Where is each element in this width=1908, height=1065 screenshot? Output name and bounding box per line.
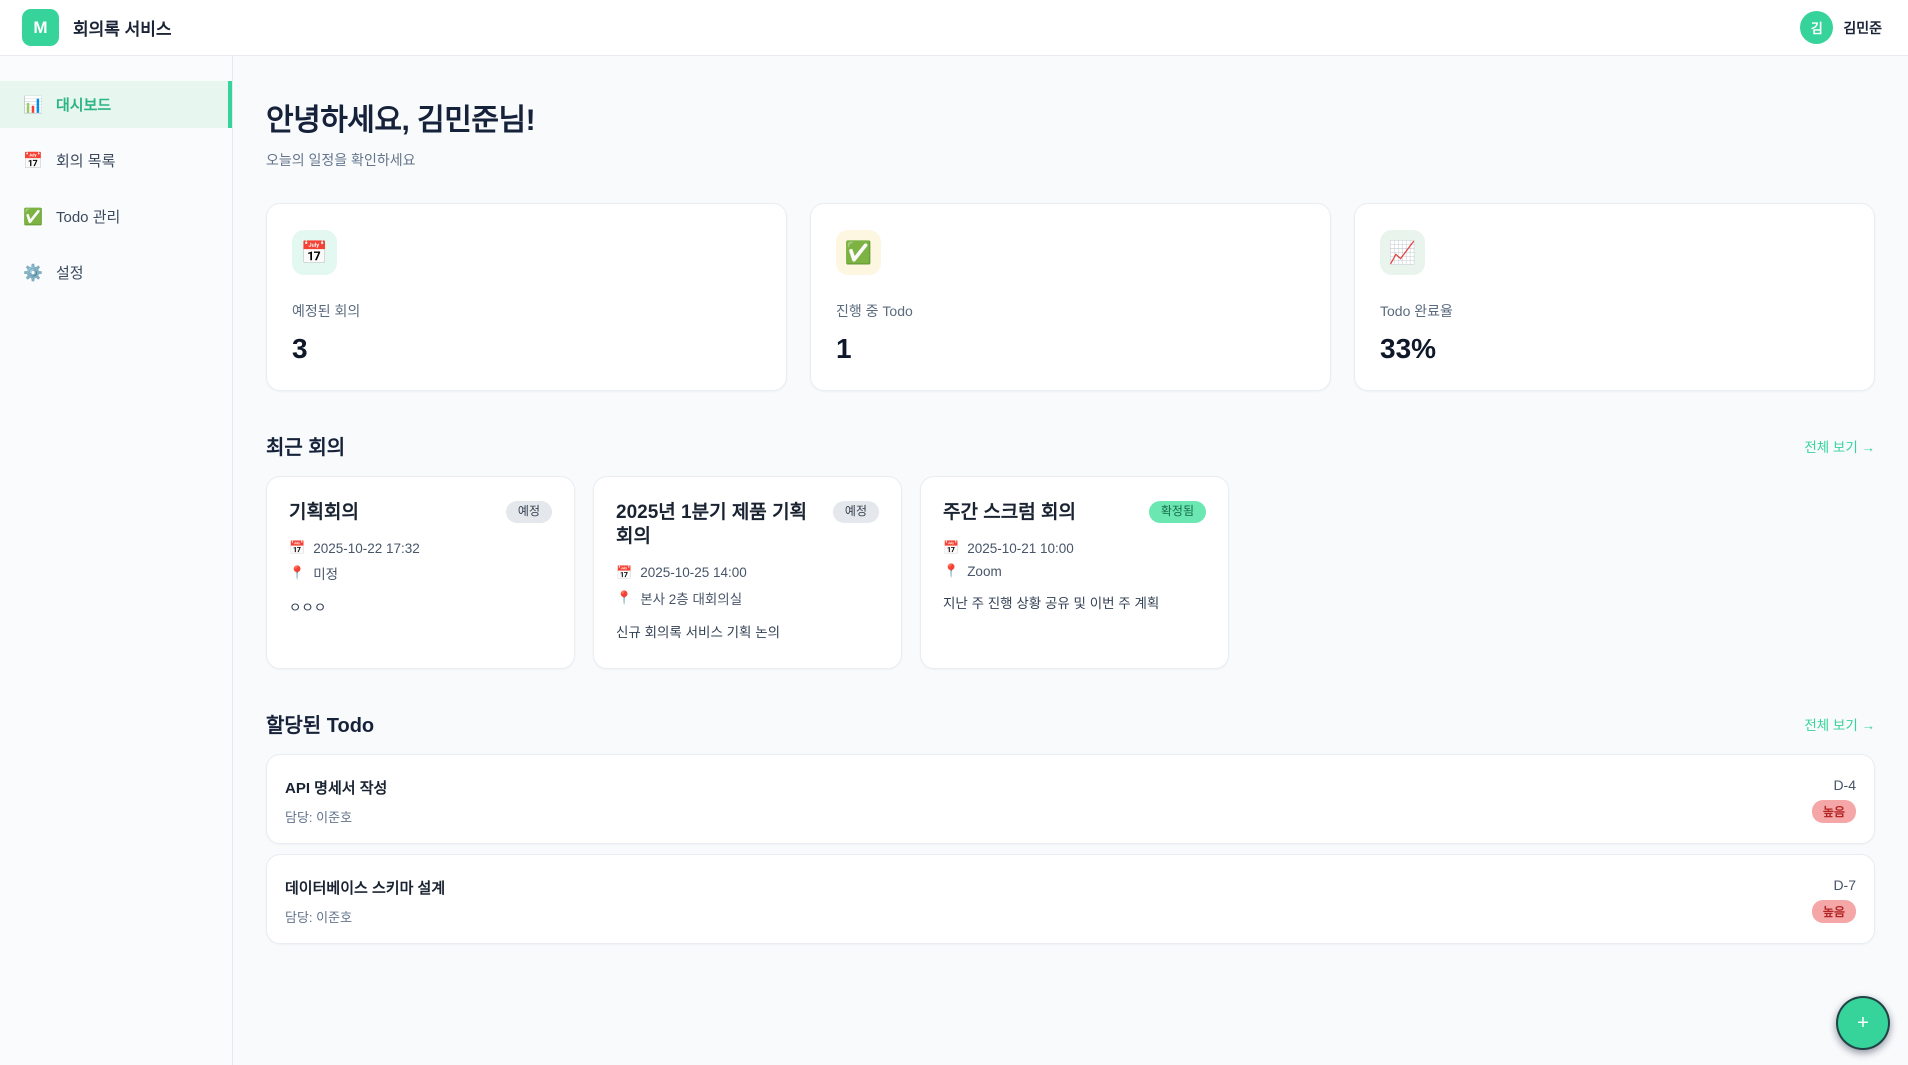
meeting-card[interactable]: 기획회의 예정 📅 2025-10-22 17:32 📍 미정 ㅇㅇㅇ <box>266 476 575 669</box>
stat-label: Todo 완료율 <box>1380 303 1453 319</box>
calendar-icon: 📅 <box>292 230 337 275</box>
section-title: 할당된 Todo <box>266 715 375 737</box>
view-all-meetings-link[interactable]: 전체 보기 → <box>1804 439 1875 455</box>
todo-list: API 명세서 작성 담당: 이준호 D-4 높음 데이터베이스 스키마 설계 … <box>266 754 1875 944</box>
brand: M 회의록 서비스 <box>22 9 172 46</box>
stat-card-scheduled-meetings: 📅 예정된 회의 3 <box>266 203 787 391</box>
todo-dday: D-7 <box>1833 877 1856 893</box>
meeting-date: 2025-10-21 10:00 <box>967 540 1074 556</box>
meeting-location: 본사 2층 대회의실 <box>640 591 743 607</box>
todo-status: D-7 높음 <box>1811 877 1856 925</box>
top-bar: M 회의록 서비스 김 김민준 <box>0 0 1908 56</box>
meeting-card[interactable]: 주간 스크럼 회의 확정됨 📅 2025-10-21 10:00 📍 Zoom … <box>920 476 1229 669</box>
stat-value: 3 <box>292 333 308 364</box>
user-menu[interactable]: 김 김민준 <box>1800 11 1886 44</box>
meeting-meta: 📅 2025-10-25 14:00 📍 본사 2층 대회의실 <box>616 565 879 608</box>
meeting-date: 2025-10-25 14:00 <box>640 565 747 581</box>
meeting-title: 주간 스크럼 회의 <box>943 502 1076 523</box>
meeting-date: 2025-10-22 17:32 <box>313 540 420 556</box>
meeting-card-head: 주간 스크럼 회의 확정됨 <box>943 501 1206 525</box>
stat-label: 예정된 회의 <box>292 303 361 319</box>
todo-dday: D-4 <box>1833 777 1856 793</box>
bar-chart-icon: 📊 <box>23 96 43 114</box>
calendar-icon: 📅 <box>23 152 43 170</box>
greeting-title: 안녕하세요, 김민준님! <box>266 104 536 137</box>
section-title: 최근 회의 <box>266 437 346 459</box>
sidebar: 📊 대시보드 📅 회의 목록 ✅ Todo 관리 ⚙️ 설정 <box>0 56 233 1065</box>
sidebar-item-settings[interactable]: ⚙️ 설정 <box>0 249 232 296</box>
main-content: 안녕하세요, 김민준님! 오늘의 일정을 확인하세요 📅 예정된 회의 3 ✅ … <box>233 56 1908 1065</box>
pushpin-icon: 📍 <box>943 563 960 579</box>
sidebar-item-label: Todo 관리 <box>56 209 121 226</box>
status-badge: 예정 <box>505 501 552 523</box>
meetings-row: 기획회의 예정 📅 2025-10-22 17:32 📍 미정 ㅇㅇㅇ <box>266 476 1875 669</box>
meeting-meta: 📅 2025-10-22 17:32 📍 미정 <box>289 540 552 583</box>
meeting-location-row: 📍 본사 2층 대회의실 <box>616 588 879 608</box>
meeting-description: 신규 회의록 서비스 기획 논의 <box>616 624 781 640</box>
status-badge: 확정됨 <box>1148 501 1206 523</box>
meeting-card[interactable]: 2025년 1분기 제품 기획 회의 예정 📅 2025-10-25 14:00… <box>593 476 902 669</box>
todo-title: 데이터베이스 스키마 설계 <box>285 880 446 897</box>
todo-assignee: 담당: 이준호 <box>285 910 353 925</box>
meeting-description: ㅇㅇㅇ <box>289 600 327 616</box>
todo-row[interactable]: API 명세서 작성 담당: 이준호 D-4 높음 <box>266 754 1875 844</box>
view-all-todos-link[interactable]: 전체 보기 → <box>1804 717 1875 733</box>
meeting-date-row: 📅 2025-10-25 14:00 <box>616 565 879 581</box>
todo-title: API 명세서 작성 <box>285 780 388 797</box>
pushpin-icon: 📍 <box>289 565 306 581</box>
stat-card-in-progress-todo: ✅ 진행 중 Todo 1 <box>810 203 1331 391</box>
meeting-location-row: 📍 미정 <box>289 563 552 583</box>
stat-value: 1 <box>836 333 852 364</box>
pushpin-icon: 📍 <box>616 589 633 605</box>
meeting-location-row: 📍 Zoom <box>943 563 1206 579</box>
todo-assignee: 담당: 이준호 <box>285 810 353 825</box>
add-button[interactable]: + <box>1836 996 1890 1050</box>
meeting-title: 기획회의 <box>289 502 359 523</box>
stats-row: 📅 예정된 회의 3 ✅ 진행 중 Todo 1 📈 Todo 완료율 33% <box>266 203 1875 391</box>
status-badge: 예정 <box>832 501 879 523</box>
sidebar-item-label: 회의 목록 <box>56 153 116 170</box>
chart-increasing-icon: 📈 <box>1380 230 1425 275</box>
check-box-icon: ✅ <box>836 230 881 275</box>
meeting-meta: 📅 2025-10-21 10:00 📍 Zoom <box>943 540 1206 579</box>
todo-info: API 명세서 작성 담당: 이준호 <box>285 777 387 825</box>
user-avatar[interactable]: 김 <box>1800 11 1834 44</box>
stat-card-todo-completion: 📈 Todo 완료율 33% <box>1354 203 1875 391</box>
sidebar-item-meetings[interactable]: 📅 회의 목록 <box>0 137 232 184</box>
meeting-title: 2025년 1분기 제품 기획 회의 <box>616 502 808 548</box>
meeting-location: Zoom <box>967 563 1002 579</box>
meeting-location: 미정 <box>313 567 339 583</box>
app-title: 회의록 서비스 <box>73 20 172 39</box>
greeting-subtitle: 오늘의 일정을 확인하세요 <box>266 152 416 168</box>
app-logo: M <box>22 9 59 46</box>
recent-meetings-header: 최근 회의 전체 보기 → <box>266 431 1875 460</box>
todo-info: 데이터베이스 스키마 설계 담당: 이준호 <box>285 877 445 925</box>
sidebar-item-label: 대시보드 <box>56 97 112 114</box>
gear-icon: ⚙️ <box>23 264 43 282</box>
stat-label: 진행 중 Todo <box>836 303 913 319</box>
sidebar-item-todo[interactable]: ✅ Todo 관리 <box>0 193 232 240</box>
main-layout: 📊 대시보드 📅 회의 목록 ✅ Todo 관리 ⚙️ 설정 안녕하세요, 김민… <box>0 56 1908 1065</box>
calendar-icon: 📅 <box>943 540 960 556</box>
assigned-todo-header: 할당된 Todo 전체 보기 → <box>266 709 1875 738</box>
check-box-icon: ✅ <box>23 208 43 226</box>
meeting-card-head: 2025년 1분기 제품 기획 회의 예정 <box>616 501 879 550</box>
meeting-date-row: 📅 2025-10-21 10:00 <box>943 540 1206 556</box>
calendar-icon: 📅 <box>616 564 633 580</box>
user-name: 김민준 <box>1843 19 1882 36</box>
meeting-description: 지난 주 진행 상황 공유 및 이번 주 계획 <box>943 596 1160 612</box>
stat-value: 33% <box>1380 333 1437 364</box>
todo-row[interactable]: 데이터베이스 스키마 설계 담당: 이준호 D-7 높음 <box>266 854 1875 944</box>
meeting-date-row: 📅 2025-10-22 17:32 <box>289 540 552 556</box>
todo-status: D-4 높음 <box>1811 777 1856 825</box>
calendar-icon: 📅 <box>289 540 306 556</box>
sidebar-item-dashboard[interactable]: 📊 대시보드 <box>0 81 232 128</box>
priority-badge: 높음 <box>1811 900 1856 923</box>
meeting-card-head: 기획회의 예정 <box>289 501 552 525</box>
sidebar-item-label: 설정 <box>56 265 84 282</box>
priority-badge: 높음 <box>1811 800 1856 823</box>
